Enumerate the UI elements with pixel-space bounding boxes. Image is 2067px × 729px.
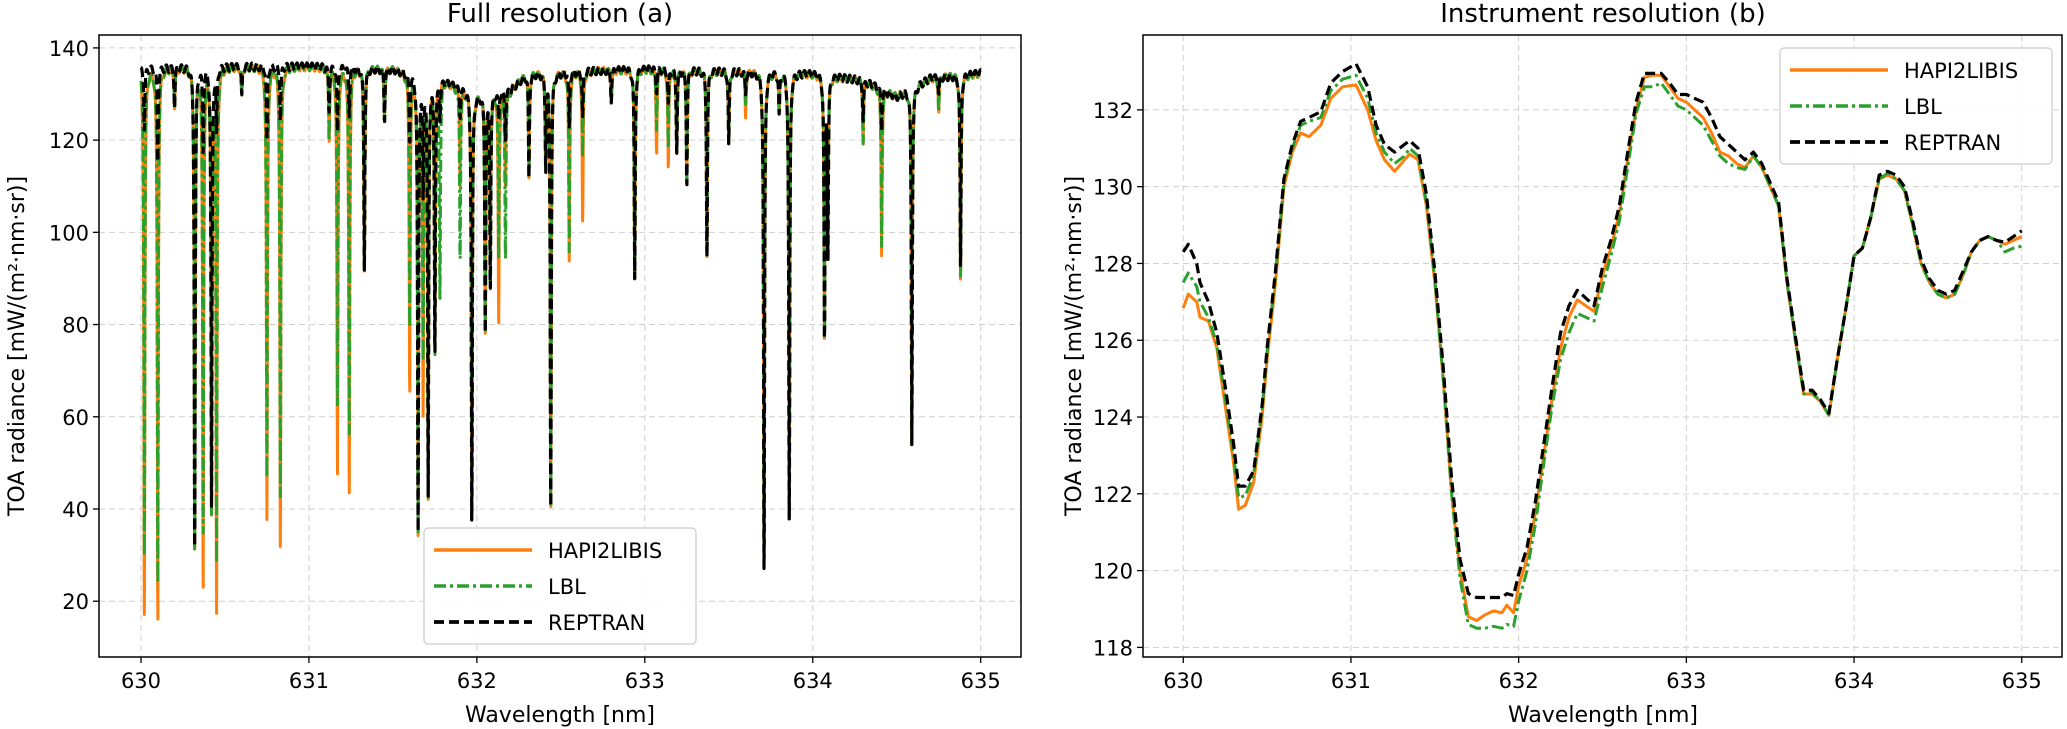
y-tick-label: 118 [1093,636,1133,660]
y-tick-label: 122 [1093,483,1133,507]
series-line-reptran [139,61,983,571]
y-axis-label-b: TOA radiance [mW/(m²·nm·sr)] [1062,176,1087,517]
axes-frame [98,34,1022,658]
panel-full-resolution: Full resolution (a) Wavelength [nm] TOA … [5,0,1022,728]
y-tick-label: 128 [1093,252,1133,276]
y-tick-label: 60 [62,406,89,430]
x-tick-label: 631 [1331,669,1371,693]
x-tick-label: 633 [1666,669,1706,693]
y-tick-label: 100 [49,221,89,245]
series-line-lbl [1181,73,2023,630]
legend-label-lbl: LBL [548,575,586,599]
legend: HAPI2LIBIS LBL REPTRAN [1779,47,2053,165]
legend-label-hapi2libis: HAPI2LIBIS [548,539,662,563]
chart-title-b: Instrument resolution (b) [1440,0,1765,29]
series-line-reptran [1181,62,2023,600]
y-tick-label: 140 [49,37,89,61]
legend: HAPI2LIBIS LBL REPTRAN [423,527,697,645]
y-tick-label: 130 [1093,176,1133,200]
x-tick-label: 631 [289,669,329,693]
x-tick-label: 630 [121,669,161,693]
chart-title-a: Full resolution (a) [447,0,673,29]
legend-label-reptran: REPTRAN [1904,131,2001,155]
y-axis-label-a: TOA radiance [mW/(m²·nm·sr)] [5,176,30,517]
x-axis-label-b: Wavelength [nm] [1508,703,1698,728]
x-axis-label-a: Wavelength [nm] [465,703,655,728]
axes-frame [1142,34,2063,658]
x-tick-label: 632 [457,669,497,693]
y-tick-label: 132 [1093,99,1133,123]
x-tick-label: 630 [1163,669,1203,693]
y-tick-label: 124 [1093,406,1133,430]
x-tick-label: 634 [1834,669,1874,693]
legend-label-lbl: LBL [1904,95,1942,119]
x-tick-label: 632 [1499,669,1539,693]
x-tick-label: 635 [961,669,1001,693]
legend-label-reptran: REPTRAN [548,611,645,635]
legend-label-hapi2libis: HAPI2LIBIS [1904,59,2018,83]
y-tick-label: 126 [1093,329,1133,353]
y-tick-label: 120 [49,129,89,153]
y-tick-label: 40 [62,498,89,522]
y-tick-label: 120 [1093,560,1133,584]
x-tick-label: 633 [625,669,665,693]
x-tick-label: 634 [793,669,833,693]
y-tick-label: 80 [62,314,89,338]
panel-instrument-resolution: Instrument resolution (b) Wavelength [nm… [1062,0,2063,728]
legend-box [1779,47,2053,165]
x-tick-label: 635 [2002,669,2042,693]
y-tick-label: 20 [62,590,89,614]
legend-box [423,527,697,645]
